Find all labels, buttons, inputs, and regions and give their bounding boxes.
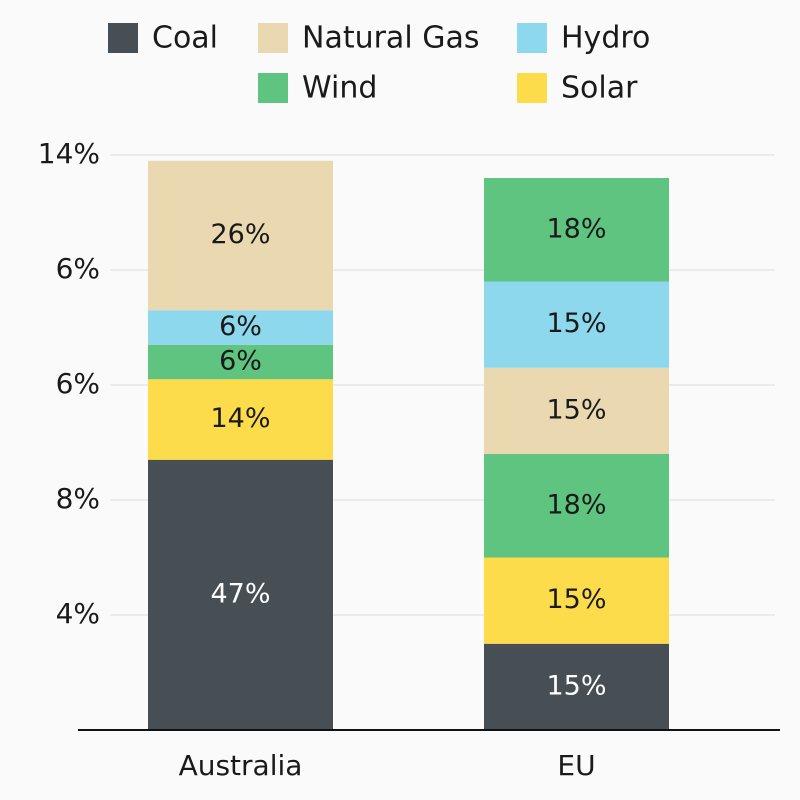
segment-label: 14% [210,403,270,434]
segment-label: 26% [210,219,270,250]
legend-swatch [258,23,288,53]
y-tick-label: 14% [38,137,100,170]
y-tick-label: 6% [56,252,100,285]
y-tick-label: 6% [56,367,100,400]
bar-segment [148,310,333,345]
bar-segment [148,344,333,380]
segment-label: 6% [219,346,262,377]
legend-swatch [258,73,288,103]
bar-segment [148,379,333,460]
bar-segment [148,459,333,730]
y-tick-label: 8% [56,482,100,515]
legend-swatch [517,23,547,53]
segment-label: 18% [546,489,606,520]
bar-segment [148,160,333,311]
segment-label: 15% [546,394,606,425]
segment-label: 15% [546,670,606,701]
segment-label: 47% [210,578,270,609]
bar-segment [484,178,669,282]
legend-label: Natural Gas [302,21,479,56]
legend-label: Hydro [561,21,650,56]
bar-segment [484,643,669,730]
x-tick-label: EU [557,749,595,782]
y-tick-label: 4% [56,597,100,630]
legend-label: Coal [152,21,218,56]
segment-label: 18% [546,213,606,244]
bar-segment [484,281,669,368]
x-tick-label: Australia [179,749,303,782]
bar-segment [484,557,669,644]
segment-label: 6% [219,311,262,342]
legend-swatch [517,73,547,103]
bar-segment [484,367,669,454]
bar-segment [484,454,669,558]
legend-label: Solar [561,71,638,106]
legend-swatch [108,23,138,53]
legend-label: Wind [302,71,377,106]
segment-label: 15% [546,584,606,615]
segment-label: 15% [546,308,606,339]
